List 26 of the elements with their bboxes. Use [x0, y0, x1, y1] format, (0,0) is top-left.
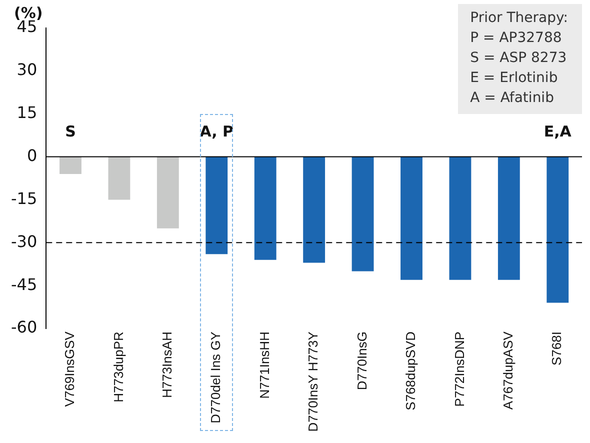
x-tick-label: S768I: [549, 332, 564, 366]
x-tick-label: D770del Ins GY: [208, 331, 224, 424]
annotation: A = Afatinib: [470, 89, 555, 108]
x-tick-label: S768dupSVD: [403, 332, 418, 410]
y-tick-label: 30: [16, 60, 38, 80]
text: Prior Therapy:: [470, 9, 568, 28]
y-tick-label: 15: [16, 103, 38, 122]
annotation: S = ASP 8273: [470, 49, 568, 68]
x-tick-label: N771InsHH: [256, 332, 272, 399]
x-tick-label: D770InsY H773Y: [306, 331, 321, 432]
annotation: E = Erlotinib: [470, 69, 559, 88]
y-tick-label: -15: [10, 188, 38, 208]
y-tick-label: -30: [10, 232, 38, 251]
annotation: P = AP32788: [470, 29, 563, 48]
y-tick-label: -45: [10, 274, 38, 294]
x-tick-label: D770InsG: [354, 332, 370, 390]
x-tick-label: V769InsGSV: [62, 331, 78, 407]
y-tick-label: -60: [10, 318, 38, 337]
annotation: S: [65, 122, 76, 141]
x-tick-label: H773InsAH: [160, 332, 174, 398]
y-tick-label: 0: [26, 146, 38, 165]
x-tick-label: A767dupASV: [500, 331, 516, 410]
annotation: E,A: [544, 122, 572, 141]
x-tick-label: P772InsDNP: [452, 332, 467, 407]
annotation: A, P: [200, 122, 234, 141]
x-tick-label: H773dupPR: [110, 332, 126, 402]
